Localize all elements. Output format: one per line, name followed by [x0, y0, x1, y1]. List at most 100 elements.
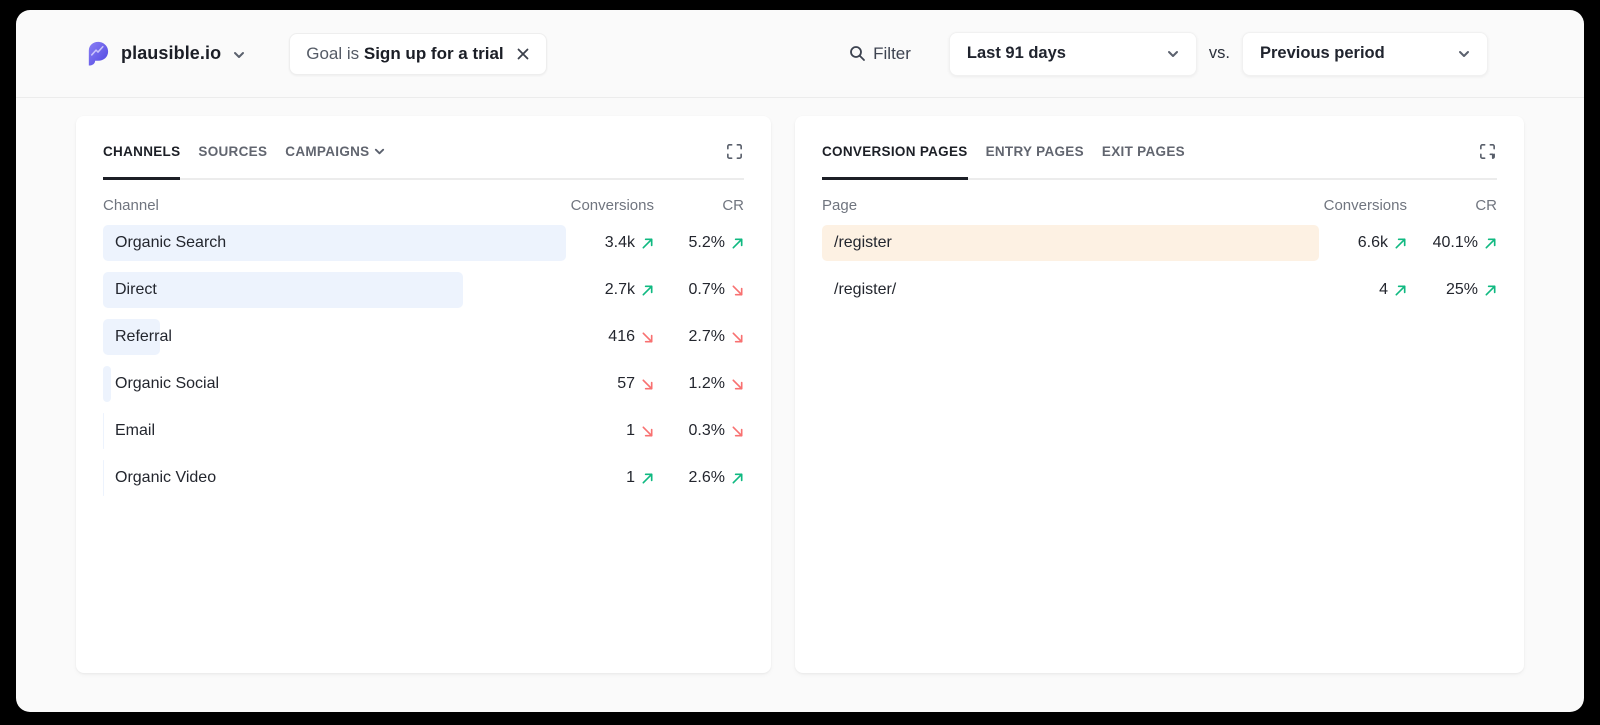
- column-conversions: Conversions: [1323, 197, 1407, 214]
- close-icon[interactable]: [516, 47, 530, 61]
- table-row[interactable]: /register/ 4 25%: [822, 272, 1497, 308]
- tab-entry-pages[interactable]: Entry Pages: [985, 144, 1084, 159]
- conversions-value: 1: [626, 469, 635, 486]
- column-cr: CR: [722, 197, 744, 214]
- tab-campaigns[interactable]: Campaigns: [285, 144, 385, 178]
- fullscreen-icon: [727, 144, 742, 159]
- conversions-value: 57: [617, 375, 635, 392]
- table-row[interactable]: Email 1 0.3%: [103, 413, 744, 449]
- goal-filter-text: Goal is Sign up for a trial: [306, 43, 504, 63]
- row-label: Organic Video: [115, 469, 217, 486]
- column-channel: Channel: [103, 197, 159, 214]
- cr-value: 40.1%: [1432, 234, 1478, 251]
- row-label-cell: Organic Video: [103, 460, 566, 496]
- plausible-logo-icon: [88, 41, 109, 66]
- app-window: plausible.io Goal is Sign up for a trial…: [16, 10, 1584, 712]
- channels-rows: Organic Search 3.4k 5.2% Direct 2.7k: [103, 225, 744, 496]
- trend-arrow-icon: [641, 284, 654, 297]
- row-label: Email: [115, 422, 156, 439]
- tab-sources[interactable]: Sources: [198, 144, 268, 159]
- chevron-down-icon: [375, 148, 385, 154]
- trend-arrow-icon: [731, 425, 744, 438]
- row-label: Direct: [115, 281, 157, 298]
- row-label: Referral: [115, 328, 172, 345]
- date-range-value: Last 91 days: [966, 44, 1066, 62]
- row-label: /register: [834, 234, 892, 251]
- cr-cell: 5.2%: [654, 234, 744, 252]
- conversions-cell: 2.7k: [566, 281, 654, 299]
- row-label-cell: /register: [822, 225, 1319, 261]
- tab-exit-pages[interactable]: Exit Pages: [1101, 144, 1185, 159]
- row-label-cell: Organic Search: [103, 225, 566, 261]
- expand-button[interactable]: [1478, 142, 1497, 166]
- trend-arrow-icon: [641, 237, 654, 250]
- conversions-cell: 4: [1319, 281, 1407, 299]
- conversions-value: 4: [1379, 281, 1388, 298]
- trend-arrow-icon: [1394, 237, 1407, 250]
- bar-fill: [103, 413, 105, 449]
- trend-arrow-icon: [641, 378, 654, 391]
- fullscreen-icon: [1480, 144, 1495, 159]
- search-icon: [850, 46, 866, 61]
- row-label: /register/: [834, 281, 897, 298]
- table-row[interactable]: Organic Social 57 1.2%: [103, 366, 744, 402]
- main-content: Channels Sources Campaigns Channel Conve…: [16, 98, 1584, 673]
- channels-tabs: Channels Sources Campaigns: [103, 144, 744, 180]
- cr-value: 0.7%: [688, 281, 725, 298]
- row-label-cell: Organic Social: [103, 366, 566, 402]
- cr-cell: 25%: [1407, 281, 1497, 299]
- table-row[interactable]: Direct 2.7k 0.7%: [103, 272, 744, 308]
- cr-value: 2.6%: [688, 469, 725, 486]
- conversions-cell: 57: [566, 375, 654, 393]
- table-row[interactable]: Referral 416 2.7%: [103, 319, 744, 355]
- cr-value: 0.3%: [688, 422, 725, 439]
- conversions-value: 1: [626, 422, 635, 439]
- cr-cell: 40.1%: [1407, 234, 1497, 252]
- table-row[interactable]: /register 6.6k 40.1%: [822, 225, 1497, 261]
- comparison-value: Previous period: [1260, 44, 1385, 62]
- cr-cell: 0.7%: [654, 281, 744, 299]
- table-row[interactable]: Organic Video 1 2.6%: [103, 460, 744, 496]
- conversions-value: 416: [608, 328, 635, 345]
- expand-button[interactable]: [725, 142, 744, 166]
- cr-cell: 2.6%: [654, 469, 744, 487]
- tab-conversion-pages[interactable]: Conversion Pages: [822, 144, 968, 180]
- bar-fill: [103, 272, 463, 308]
- conversions-cell: 1: [566, 422, 654, 440]
- conversions-cell: 416: [566, 328, 654, 346]
- chevron-down-icon: [1167, 50, 1178, 57]
- vs-label: vs.: [1208, 44, 1230, 62]
- trend-arrow-icon: [731, 284, 744, 297]
- conversions-value: 3.4k: [604, 234, 635, 251]
- trend-arrow-icon: [641, 472, 654, 485]
- date-range-dropdown[interactable]: Last 91 days: [948, 31, 1197, 76]
- filter-button[interactable]: Filter: [849, 44, 911, 64]
- row-label: Organic Search: [115, 234, 227, 251]
- tab-channels[interactable]: Channels: [103, 144, 181, 180]
- bar-fill: [103, 225, 566, 261]
- top-bar: plausible.io Goal is Sign up for a trial…: [16, 10, 1584, 98]
- site-name: plausible.io: [121, 43, 222, 63]
- cr-value: 25%: [1445, 281, 1478, 298]
- chevron-down-icon: [1459, 50, 1469, 57]
- goal-filter-pill[interactable]: Goal is Sign up for a trial: [289, 32, 547, 75]
- cr-cell: 0.3%: [654, 422, 744, 440]
- bar-fill: [103, 319, 160, 355]
- column-conversions: Conversions: [570, 197, 654, 214]
- row-label-cell: /register/: [822, 272, 1319, 308]
- site-switcher[interactable]: plausible.io: [84, 40, 245, 67]
- cr-cell: 1.2%: [654, 375, 744, 393]
- table-row[interactable]: Organic Search 3.4k 5.2%: [103, 225, 744, 261]
- row-label-cell: Email: [103, 413, 566, 449]
- bar-fill: [103, 366, 111, 402]
- cr-value: 2.7%: [688, 328, 725, 345]
- column-cr: CR: [1475, 197, 1497, 214]
- trend-arrow-icon: [731, 472, 744, 485]
- pages-rows: /register 6.6k 40.1% /register/ 4 25%: [822, 225, 1497, 308]
- conversions-cell: 6.6k: [1319, 234, 1407, 252]
- conversions-cell: 3.4k: [566, 234, 654, 252]
- column-headers: Channel Conversions CR: [103, 180, 744, 225]
- trend-arrow-icon: [1394, 284, 1407, 297]
- bar-fill: [103, 460, 105, 496]
- comparison-dropdown[interactable]: Previous period: [1242, 31, 1488, 76]
